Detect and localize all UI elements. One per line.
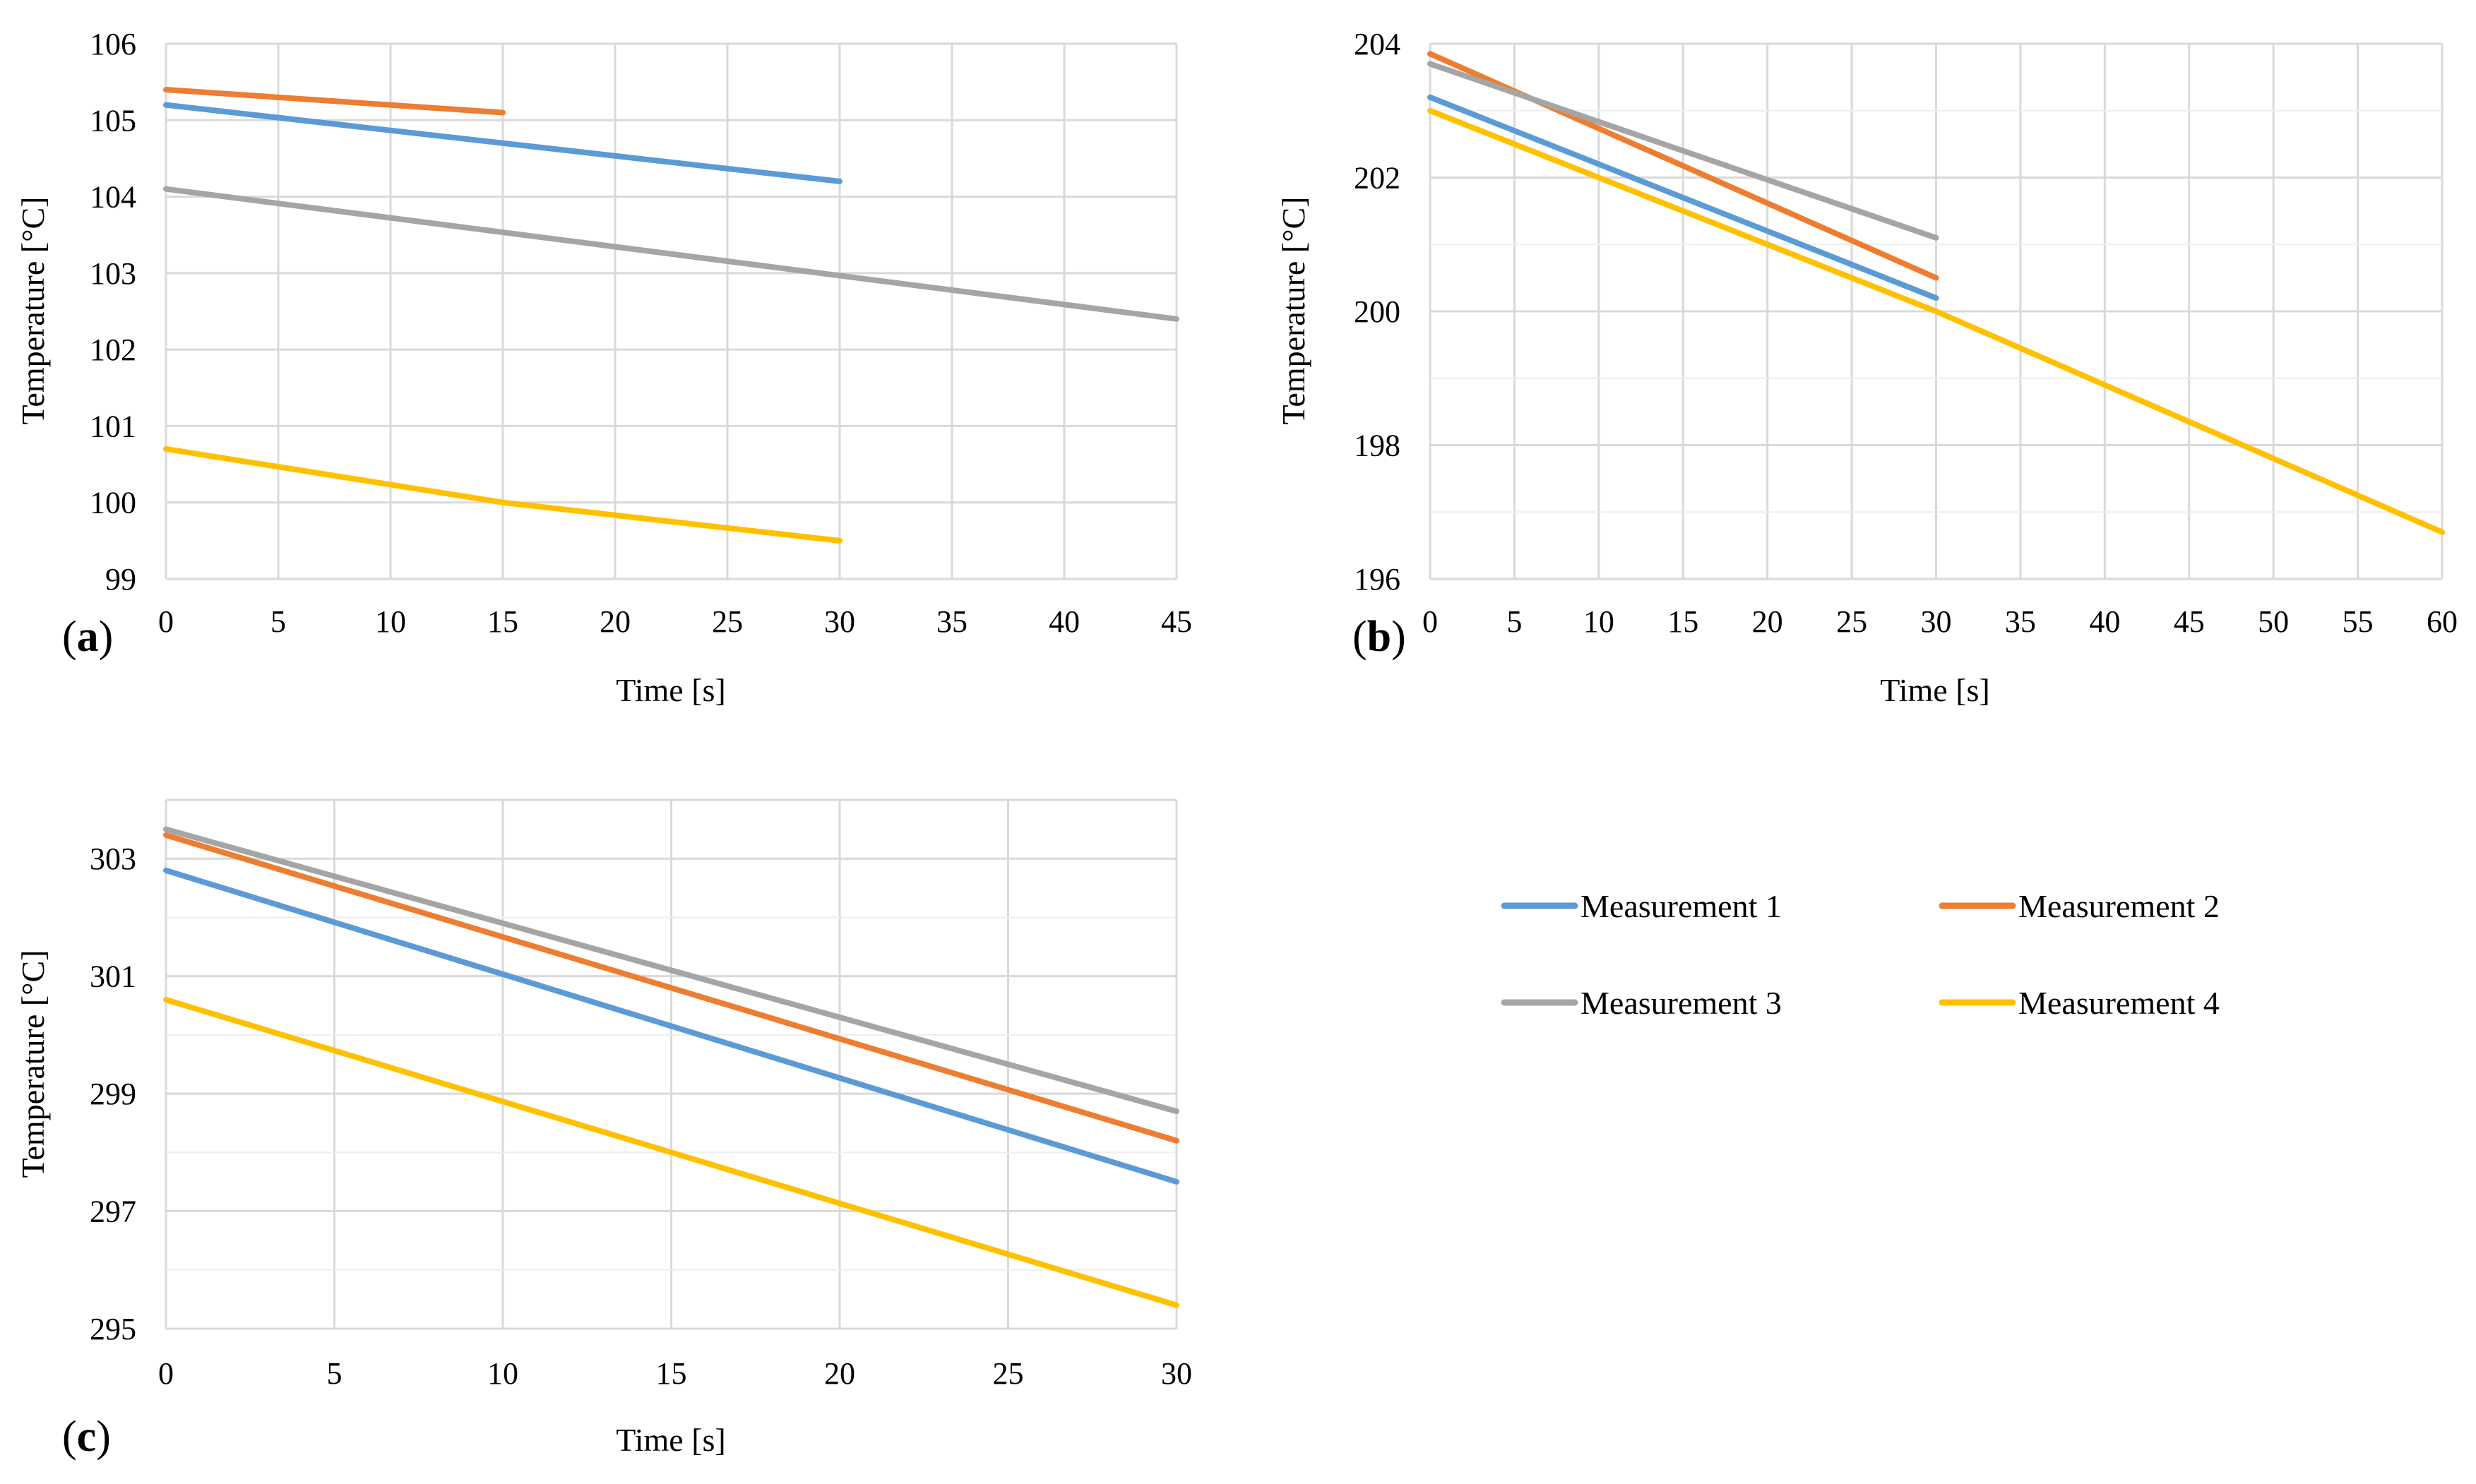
y-tick-label: 303 (90, 842, 136, 876)
x-tick-label: 5 (1506, 604, 1522, 639)
series-line-measurement-3 (1427, 61, 1939, 241)
y-axis-title: Temperature [°C] (15, 950, 51, 1178)
x-tick-label: 10 (487, 1356, 518, 1391)
series-line-measurement-2 (163, 832, 1179, 1144)
series-line-measurement-1 (1427, 94, 1939, 301)
chart-panel-a: 0 5 10 15 20 25 30 35 40 45 99 100 101 102 103 104 105 10… (15, 27, 1192, 708)
y-tick-label: 105 (90, 103, 136, 138)
chart-panel-c: 0 5 10 15 20 25 30 295 297 299 301 303 Time [s] Tempe… (15, 798, 1192, 1461)
y-tick-label: 295 (90, 1312, 136, 1346)
series-line-measurement-3 (163, 186, 1179, 322)
panel-label: (c) (62, 1413, 111, 1461)
x-tick-label: 20 (1752, 604, 1783, 639)
x-tick-label: 5 (327, 1356, 343, 1391)
y-tick-label: 204 (1354, 27, 1400, 61)
x-tick-label: 10 (375, 604, 406, 639)
x-tick-label: 25 (993, 1356, 1024, 1391)
y-tick-label: 103 (90, 256, 136, 291)
y-tick-label: 299 (90, 1077, 136, 1111)
series-line-measurement-3 (163, 826, 1179, 1115)
legend-label-measurement-4: Measurement 4 (2018, 985, 2220, 1021)
x-tick-label: 30 (1921, 604, 1952, 639)
x-tick-label: 15 (487, 604, 518, 639)
y-tick-label: 297 (90, 1195, 136, 1229)
legend: Measurement 1 Measurement 2 Measurement 3 M… (1501, 888, 2220, 1021)
x-axis-title: Time [s] (1880, 672, 1990, 708)
x-tick-label: 20 (600, 604, 631, 639)
y-axis-title: Temperature [°C] (1275, 197, 1311, 425)
x-tick-label: 55 (2343, 604, 2374, 639)
x-tick-label: 0 (158, 604, 174, 639)
y-tick-label: 99 (105, 562, 136, 597)
x-tick-label: 60 (2427, 604, 2458, 639)
x-tick-label: 30 (824, 604, 855, 639)
series-line-measurement-2 (163, 87, 506, 116)
x-tick-label: 35 (2005, 604, 2036, 639)
y-tick-label: 102 (90, 333, 136, 367)
y-tick-label: 101 (90, 409, 136, 443)
x-tick-label: 5 (270, 604, 286, 639)
x-tick-label: 50 (2258, 604, 2289, 639)
legend-label-measurement-1: Measurement 1 (1581, 888, 1782, 924)
x-tick-label: 15 (1667, 604, 1698, 639)
x-tick-label: 10 (1583, 604, 1614, 639)
x-tick-label: 15 (656, 1356, 687, 1391)
x-tick-label: 0 (158, 1356, 174, 1391)
panel-label: (b) (1352, 613, 1406, 661)
y-axis-title: Temperature [°C] (15, 197, 51, 425)
y-tick-label: 198 (1354, 429, 1400, 463)
y-tick-label: 200 (1354, 294, 1400, 329)
y-tick-label: 301 (90, 959, 136, 994)
y-tick-label: 104 (90, 180, 136, 215)
x-axis-title: Time [s] (616, 1422, 726, 1458)
x-tick-label: 30 (1161, 1356, 1192, 1391)
series-line-measurement-4 (1427, 107, 2445, 535)
x-tick-label: 0 (1422, 604, 1438, 639)
series-line-measurement-1 (163, 867, 1179, 1185)
x-tick-label: 40 (2089, 604, 2120, 639)
x-tick-label: 25 (712, 604, 743, 639)
x-tick-label: 35 (936, 604, 968, 639)
series-line-measurement-1 (163, 102, 843, 184)
y-tick-label: 196 (1354, 562, 1400, 597)
y-tick-label: 202 (1354, 161, 1400, 196)
x-tick-label: 20 (824, 1356, 855, 1391)
x-tick-label: 45 (2174, 604, 2205, 639)
y-tick-label: 100 (90, 486, 136, 520)
legend-label-measurement-3: Measurement 3 (1581, 985, 1782, 1021)
y-tick-label: 106 (90, 27, 136, 61)
chart-panel-b: 0 5 10 15 20 25 30 35 40 45 50 55 60 196 198 200 202 204 T… (1275, 27, 2458, 708)
series-line-measurement-4 (163, 445, 843, 544)
legend-label-measurement-2: Measurement 2 (2018, 888, 2220, 924)
x-tick-label: 40 (1049, 604, 1080, 639)
series-line-measurement-4 (163, 997, 1179, 1308)
panel-label: (a) (62, 613, 113, 661)
x-axis-title: Time [s] (616, 672, 726, 708)
x-tick-label: 25 (1836, 604, 1867, 639)
x-tick-label: 45 (1161, 604, 1192, 639)
